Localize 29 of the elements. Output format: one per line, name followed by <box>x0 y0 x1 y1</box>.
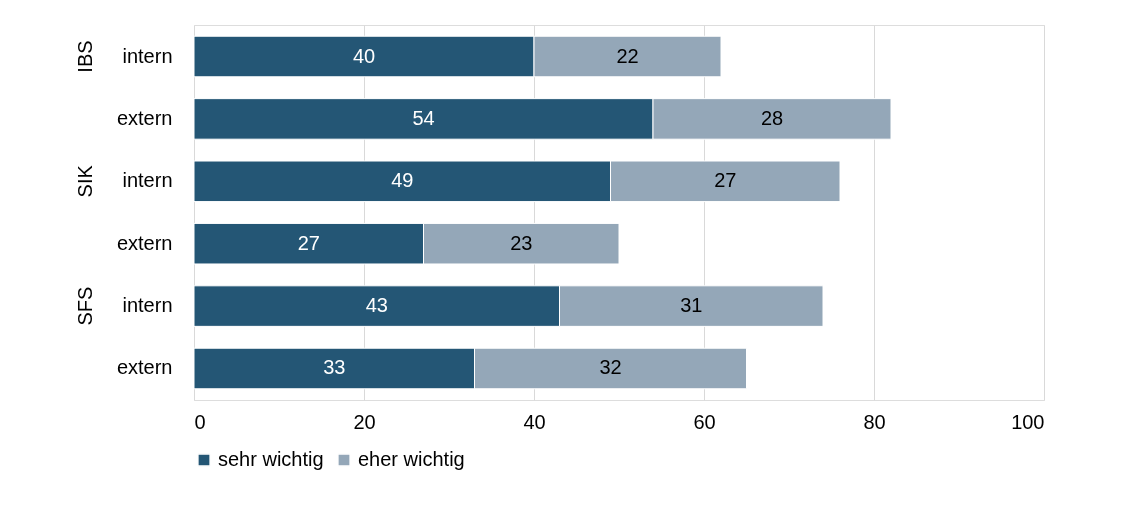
data-label: 43 <box>365 294 388 317</box>
legend-label: eher wichtig <box>358 448 465 470</box>
text: SFS <box>74 286 96 326</box>
x-tick-label: 60 <box>693 410 716 433</box>
data-label: 31 <box>680 294 703 317</box>
legend-label: sehr wichtig <box>218 448 324 470</box>
y-tick-label: intern <box>122 44 173 67</box>
data-label: 32 <box>599 356 622 379</box>
x-tick-label: 20 <box>353 410 376 433</box>
data-label: 40 <box>352 44 376 67</box>
data-label: 28 <box>760 106 784 129</box>
y-tick-label: intern <box>122 169 173 192</box>
x-tick-label: 100 <box>1011 410 1045 433</box>
text: SIK <box>74 164 96 198</box>
x-tick-label: 80 <box>863 410 886 433</box>
data-label: 54 <box>412 106 435 129</box>
data-label: 33 <box>323 356 346 379</box>
x-tick-label: 40 <box>523 410 546 433</box>
data-label: 22 <box>616 44 639 67</box>
data-label: 27 <box>297 231 320 254</box>
data-label: 49 <box>391 169 414 192</box>
data-label: 23 <box>510 231 533 254</box>
y-tick-label: extern <box>116 106 173 129</box>
text: IBS <box>74 40 96 73</box>
y-tick-label: extern <box>116 356 173 379</box>
y-tick-label: intern <box>122 294 173 317</box>
x-tick-label: 0 <box>194 410 206 433</box>
y-tick-label: extern <box>116 231 173 254</box>
data-label: 27 <box>714 169 737 192</box>
